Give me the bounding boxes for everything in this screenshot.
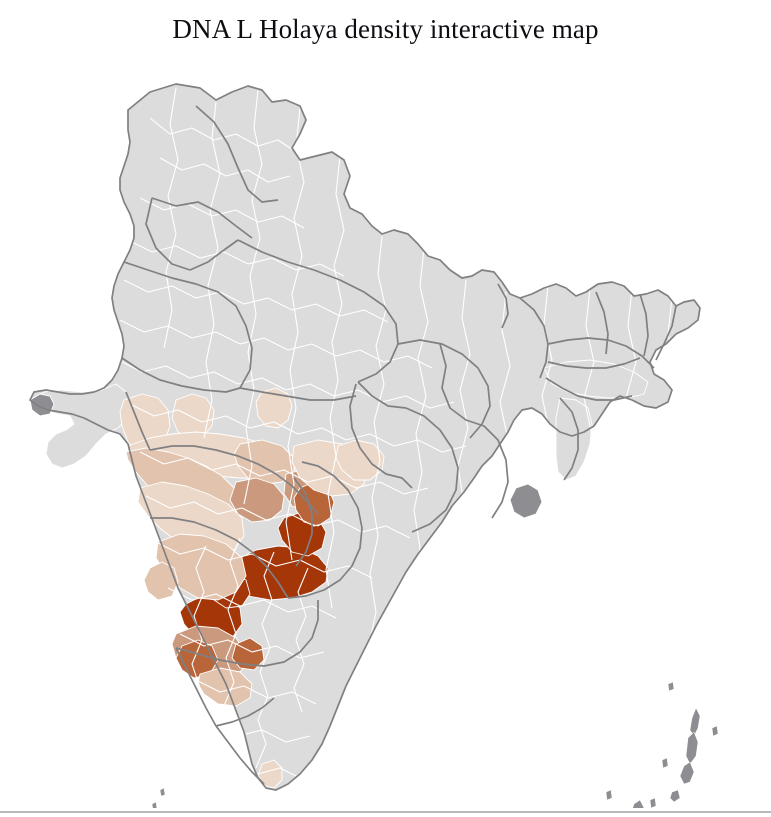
page-title: DNA L Holaya density interactive map bbox=[172, 14, 599, 44]
map-canvas[interactable] bbox=[0, 48, 771, 808]
lakshadweep-islands bbox=[151, 787, 166, 808]
choropleth-goa-coastal[interactable] bbox=[143, 561, 179, 601]
state-boundaries bbox=[29, 83, 701, 791]
andaman-nicobar-islands bbox=[605, 681, 719, 808]
choropleth-karnataka-south[interactable] bbox=[171, 625, 265, 707]
choropleth-kanyakumari[interactable] bbox=[257, 759, 283, 789]
choropleth-telangana-light[interactable] bbox=[291, 439, 385, 497]
india-choropleth-map[interactable] bbox=[0, 48, 771, 808]
bottom-divider bbox=[0, 811, 771, 813]
